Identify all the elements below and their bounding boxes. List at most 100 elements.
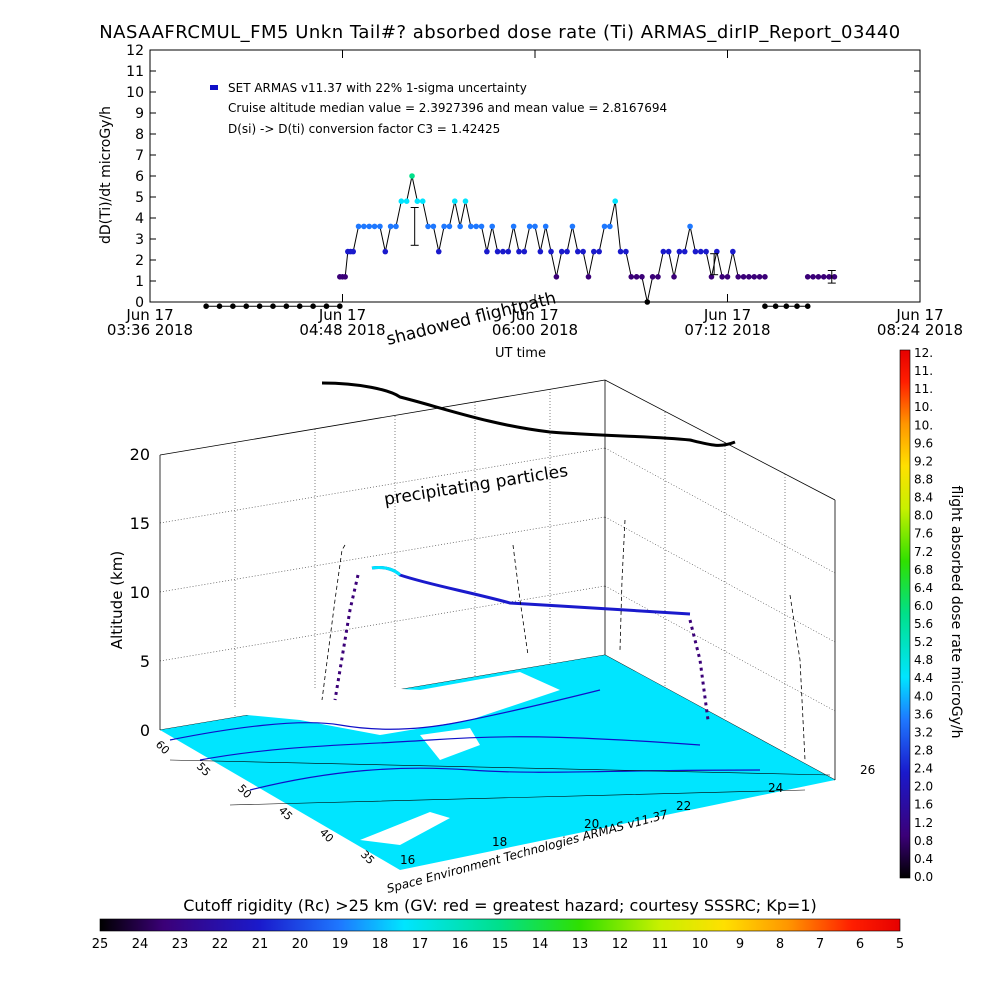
colorbar-vertical-ticks: 12. 11. 11. 10. 10. 9.6 9.2 8.8 8.4 8.0 7.6 7.2 6.8 6… xyxy=(914,346,933,884)
x-tick-label-date: Jun 17 xyxy=(895,306,943,324)
altitude-tick-label: 10 xyxy=(130,583,150,602)
data-point xyxy=(337,303,343,310)
data-point xyxy=(596,248,602,255)
colorbar-horizontal-tick: 14 xyxy=(532,937,549,952)
data-point xyxy=(310,303,316,310)
colorbar-vertical-tick: 4.0 xyxy=(914,689,933,703)
colorbar-horizontal-tick: 17 xyxy=(412,937,429,952)
data-point xyxy=(256,303,263,310)
colorbar-horizontal-tick: 21 xyxy=(252,937,269,952)
altitude-tick-label: 0 xyxy=(140,721,150,740)
flight-path-shadow xyxy=(371,566,691,616)
latitude-tick-label: 50 xyxy=(235,782,254,801)
colorbar-horizontal-tick: 8 xyxy=(776,937,784,952)
x-tick-label-date: Jun 17 xyxy=(318,306,366,324)
data-point xyxy=(751,274,758,280)
data-point xyxy=(526,223,533,230)
data-point xyxy=(607,223,613,230)
data-point xyxy=(676,248,683,255)
flight-path-high xyxy=(321,381,736,447)
colorbar-vertical-tick: 11. xyxy=(914,364,933,378)
colorbar-vertical-tick: 1.6 xyxy=(914,798,933,812)
map-land-2 xyxy=(420,728,480,760)
colorbar-vertical-tick: 6.8 xyxy=(914,563,933,577)
y-tick-label: 11 xyxy=(126,64,144,80)
longitude-tick-label: 24 xyxy=(768,781,783,795)
x-tick-label-time: 03:36 2018 xyxy=(107,321,193,339)
colorbar-vertical-tick: 4.4 xyxy=(914,671,933,685)
data-point xyxy=(548,248,554,255)
colorbar-vertical-tick: 8.8 xyxy=(914,472,933,486)
data-point xyxy=(414,198,421,204)
legend-line-1: SET ARMAS v11.37 with 22% 1-sigma uncert… xyxy=(228,81,527,95)
data-point xyxy=(532,223,538,230)
data-point xyxy=(820,274,827,280)
data-point xyxy=(633,274,640,280)
longitude-tick-label: 22 xyxy=(676,799,691,813)
data-point xyxy=(516,248,522,255)
x-tick-label-time: 08:24 2018 xyxy=(877,321,963,339)
colorbar-vertical xyxy=(899,349,911,879)
data-point xyxy=(398,198,405,204)
data-point xyxy=(323,303,330,310)
colorbar-vertical-tick: 5.2 xyxy=(914,635,933,649)
colorbar-vertical-tick: 2.8 xyxy=(914,744,933,758)
data-point xyxy=(355,223,362,230)
data-point xyxy=(342,274,348,280)
colorbar-vertical-tick: 10. xyxy=(914,418,933,432)
data-point xyxy=(719,274,725,280)
data-point xyxy=(804,303,811,310)
data-point xyxy=(553,274,560,280)
colorbar-vertical-tick: 10. xyxy=(914,400,933,414)
data-point xyxy=(708,274,715,280)
data-point xyxy=(468,223,474,230)
colorbar-vertical-label: flight absorbed dose rate microGy/h xyxy=(948,486,964,739)
data-point xyxy=(366,223,373,230)
colorbar-horizontal-tick: 9 xyxy=(736,937,744,952)
data-point xyxy=(473,223,479,230)
data-point xyxy=(542,223,549,230)
colorbar-vertical-tick: 1.2 xyxy=(914,816,933,830)
data-point xyxy=(425,223,431,230)
legend-line-3: D(si) -> D(ti) conversion factor C3 = 1.… xyxy=(228,122,500,136)
data-point xyxy=(446,223,453,230)
y-tick-label: 1 xyxy=(135,274,144,290)
data-point xyxy=(591,248,597,255)
colorbar-horizontal-tick: 10 xyxy=(692,937,709,952)
data-point xyxy=(270,303,276,310)
altitude-tick-label: 5 xyxy=(140,652,150,671)
data-point xyxy=(283,303,290,310)
altitude-axis-label: Altitude (km) xyxy=(108,551,126,649)
latitude-tick-label: 55 xyxy=(194,760,213,779)
data-point xyxy=(671,274,677,280)
colorbar-horizontal-tick: 23 xyxy=(172,937,189,952)
colorbar-vertical-tick: 8.0 xyxy=(914,509,933,523)
data-point xyxy=(794,303,800,310)
colorbar-horizontal-ticks: 25 24 23 22 21 20 19 18 17 16 15 14 13 12 11 10 9 8 7 6 5 xyxy=(92,937,904,952)
x-tick-label-date: Jun 17 xyxy=(510,306,558,324)
data-point xyxy=(714,248,720,255)
data-point xyxy=(371,223,378,230)
data-point xyxy=(660,248,667,255)
data-point xyxy=(494,248,501,255)
data-point xyxy=(639,274,645,280)
data-point xyxy=(730,248,736,255)
grid-lines xyxy=(159,389,836,749)
dose-rate-series xyxy=(203,173,838,310)
colorbar-vertical-tick: 3.2 xyxy=(914,725,933,739)
data-point xyxy=(510,223,517,230)
colorbar-horizontal-tick: 6 xyxy=(856,937,864,952)
colorbar-horizontal xyxy=(99,918,901,932)
data-point xyxy=(569,223,576,230)
series-line xyxy=(339,175,765,303)
data-point xyxy=(457,223,463,230)
y-tick-label: 7 xyxy=(135,148,144,164)
x-tick-label-date: Jun 17 xyxy=(703,306,751,324)
y-tick-label: 10 xyxy=(126,85,144,101)
data-point xyxy=(687,223,693,230)
x-tick-label-time: 07:12 2018 xyxy=(684,321,770,339)
altitude-tick-label: 15 xyxy=(130,514,150,533)
colorbar-vertical-tick: 0.0 xyxy=(914,870,933,884)
y-tick-label: 5 xyxy=(135,190,144,206)
